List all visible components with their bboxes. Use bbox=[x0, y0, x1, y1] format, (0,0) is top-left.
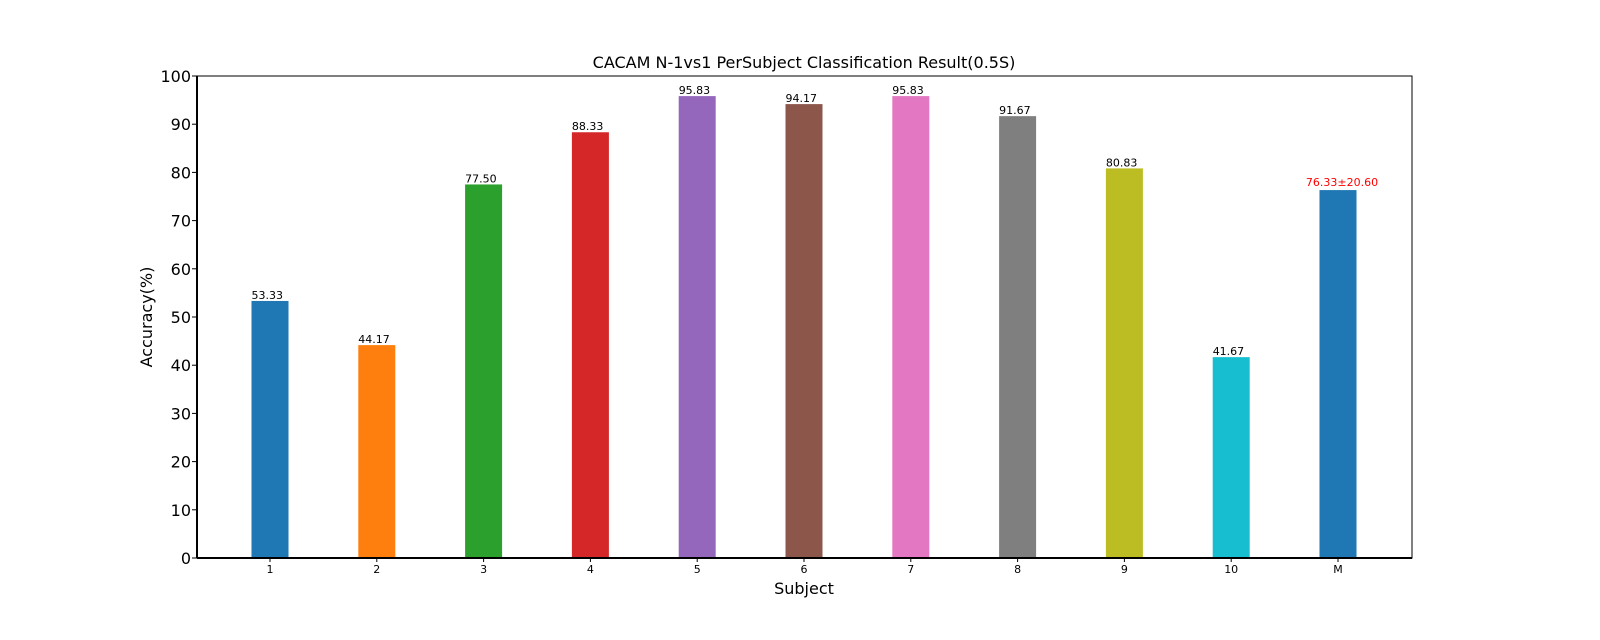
y-tick-label: 30 bbox=[171, 404, 191, 423]
y-axis-ticks: 0 10 20 30 40 50 60 70 80 90 100 bbox=[160, 67, 197, 568]
bar-value-label: 44.17 bbox=[358, 333, 390, 346]
x-tick-label: 10 bbox=[1224, 563, 1238, 576]
x-tick-label: 7 bbox=[907, 563, 914, 576]
bar-subject-6 bbox=[785, 104, 823, 559]
y-tick-label: 10 bbox=[171, 501, 191, 520]
bar-value-label: 95.83 bbox=[892, 84, 924, 97]
bar-subject-4 bbox=[571, 132, 609, 559]
y-tick-label: 60 bbox=[171, 260, 191, 279]
y-tick-label: 0 bbox=[181, 549, 191, 568]
bar-subject-8 bbox=[999, 116, 1037, 558]
y-tick-label: 90 bbox=[171, 115, 191, 134]
value-labels: 53.33 44.17 77.50 88.33 95.83 94.17 95.83 91.67… bbox=[252, 84, 1379, 358]
x-tick-label: M bbox=[1333, 563, 1343, 576]
y-axis-label: Accuracy(%) bbox=[137, 267, 156, 368]
x-tick-label: 3 bbox=[480, 563, 487, 576]
bar-value-label: 91.67 bbox=[999, 104, 1031, 117]
x-axis-label: Subject bbox=[774, 579, 834, 598]
bar-subject-1 bbox=[251, 300, 289, 558]
y-tick-label: 20 bbox=[171, 453, 191, 472]
y-tick-label: 50 bbox=[171, 308, 191, 327]
y-tick-label: 80 bbox=[171, 163, 191, 182]
y-tick-label: 100 bbox=[160, 67, 191, 86]
bar-value-label: 80.83 bbox=[1106, 156, 1138, 169]
bar-subject-9 bbox=[1105, 168, 1143, 558]
bar-value-label: 76.33±20.60 bbox=[1306, 176, 1378, 189]
x-tick-label: 5 bbox=[694, 563, 701, 576]
bar-subject-5 bbox=[678, 96, 716, 559]
bar-value-label: 41.67 bbox=[1213, 345, 1245, 358]
x-tick-label: 9 bbox=[1121, 563, 1128, 576]
y-tick-label: 40 bbox=[171, 356, 191, 375]
bar-subject-10 bbox=[1212, 357, 1250, 558]
bar-subject-3 bbox=[465, 184, 503, 558]
bar-value-label: 77.50 bbox=[465, 172, 497, 185]
x-tick-label: 4 bbox=[587, 563, 594, 576]
x-axis-ticks: 1 2 3 4 5 6 7 8 9 10 M bbox=[267, 558, 1343, 576]
chart-title: CACAM N-1vs1 PerSubject Classification R… bbox=[593, 53, 1016, 72]
bar-subject-7 bbox=[892, 96, 930, 559]
bar-value-label: 95.83 bbox=[679, 84, 711, 97]
bar-subject-M bbox=[1319, 190, 1357, 558]
y-tick-label: 70 bbox=[171, 212, 191, 231]
x-tick-label: 2 bbox=[373, 563, 380, 576]
x-tick-label: 8 bbox=[1014, 563, 1021, 576]
bar-value-label: 94.17 bbox=[786, 92, 818, 105]
bars-layer bbox=[251, 96, 1357, 559]
x-tick-label: 6 bbox=[801, 563, 808, 576]
bar-value-label: 88.33 bbox=[572, 120, 604, 133]
bar-subject-2 bbox=[358, 345, 396, 558]
bar-value-label: 53.33 bbox=[252, 289, 284, 302]
x-tick-label: 1 bbox=[267, 563, 274, 576]
